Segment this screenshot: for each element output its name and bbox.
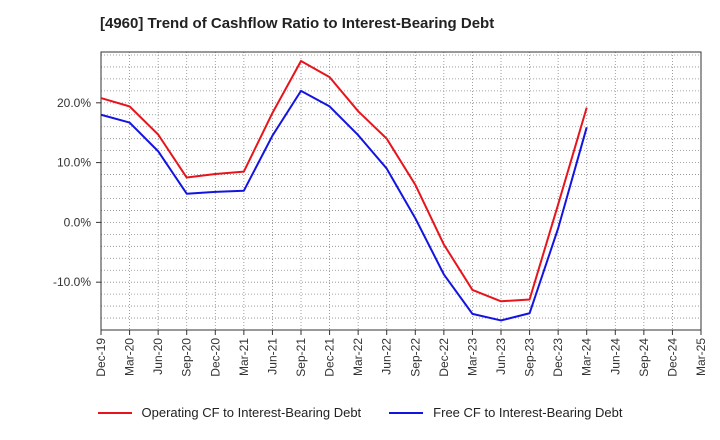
legend: Operating CF to Interest-Bearing Debt Fr… <box>0 405 720 420</box>
x-tick-label: Dec-21 <box>323 338 337 377</box>
x-tick-label: Dec-22 <box>437 338 451 377</box>
x-tick-label: Mar-21 <box>237 338 251 376</box>
plot-area <box>100 51 702 331</box>
x-tick-label: Mar-24 <box>580 338 594 376</box>
legend-swatch-free-cf <box>389 411 424 414</box>
series-line-0 <box>100 59 588 303</box>
chart-title: [4960] Trend of Cashflow Ratio to Intere… <box>100 15 495 32</box>
x-axis: Dec-19 Mar-20 Jun-20 Sep-20 Dec-20 Mar-21 Jun-… <box>94 330 708 377</box>
x-tick-label: Sep-22 <box>408 338 422 377</box>
x-tick-label: Dec-19 <box>94 338 108 377</box>
x-tick-label: Jun-23 <box>494 338 508 375</box>
legend-label-operating-cf: Operating CF to Interest-Bearing Debt <box>141 405 362 420</box>
legend-item-operating-cf: Operating CF to Interest-Bearing Debt <box>97 405 362 420</box>
x-tick-label: Sep-20 <box>180 338 194 377</box>
series-line-1 <box>100 89 588 322</box>
y-tick-label: 20.0% <box>57 96 91 110</box>
x-tick-label: Mar-20 <box>123 338 137 376</box>
x-tick-label: Sep-21 <box>294 338 308 377</box>
y-tick-label: -10.0% <box>53 275 91 289</box>
x-tick-label: Dec-20 <box>208 338 222 377</box>
x-tick-label: Jun-20 <box>151 338 165 375</box>
y-tick-label: 10.0% <box>57 156 91 170</box>
grid <box>101 52 701 330</box>
legend-label-free-cf: Free CF to Interest-Bearing Debt <box>433 405 623 420</box>
series-group <box>100 59 588 322</box>
x-tick-label: Jun-24 <box>608 338 622 375</box>
x-tick-label: Sep-24 <box>637 338 651 377</box>
x-tick-label: Mar-23 <box>465 338 479 376</box>
x-tick-label: Dec-23 <box>551 338 565 377</box>
x-tick-label: Sep-23 <box>523 338 537 377</box>
y-tick-label: 0.0% <box>64 215 92 229</box>
x-tick-label: Mar-25 <box>694 338 708 376</box>
legend-swatch-operating-cf <box>97 411 132 414</box>
legend-item-free-cf: Free CF to Interest-Bearing Debt <box>389 405 622 420</box>
x-tick-label: Jun-22 <box>380 338 394 375</box>
x-tick-label: Jun-21 <box>265 338 279 375</box>
y-axis: 20.0% 10.0% 0.0% -10.0% <box>53 96 101 289</box>
x-tick-label: Dec-24 <box>665 338 679 377</box>
x-tick-label: Mar-22 <box>351 338 365 376</box>
